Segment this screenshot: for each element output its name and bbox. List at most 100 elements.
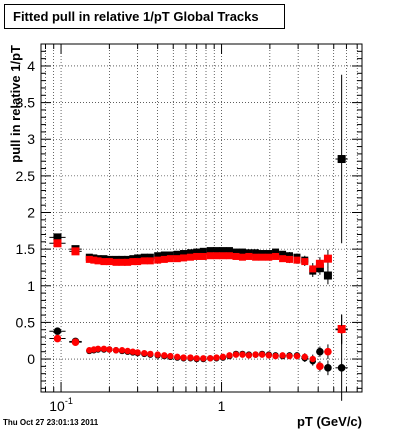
timestamp: Thu Oct 27 23:01:13 2011 [3, 418, 99, 427]
data-point [212, 247, 220, 255]
data-point [245, 249, 253, 257]
data-point [225, 247, 233, 255]
x-tick-label: 1 [218, 398, 226, 414]
data-point [160, 251, 168, 259]
data-point [134, 349, 141, 356]
data-point [112, 347, 120, 354]
grid [41, 44, 362, 392]
data-point [161, 352, 168, 359]
data-point [206, 252, 214, 260]
data-point [180, 354, 187, 361]
data-point [323, 254, 332, 263]
chart-title: Fitted pull in relative 1/pT Global Trac… [4, 4, 285, 29]
data-point [225, 252, 233, 260]
data-point [337, 325, 346, 334]
data-point [53, 239, 62, 248]
data-point [265, 253, 273, 261]
data-point [100, 258, 108, 266]
data-point [186, 249, 194, 257]
data-point [180, 250, 188, 258]
data-point [147, 350, 154, 358]
data-point [129, 348, 137, 355]
data-point [154, 256, 162, 264]
data-point [174, 353, 181, 361]
data-point [200, 355, 207, 362]
data-point [199, 252, 207, 260]
data-point [238, 248, 246, 256]
data-point [140, 257, 148, 265]
data-point [279, 352, 286, 359]
data-point [193, 248, 201, 256]
x-axis-label: pT (GeV/c) [297, 414, 362, 429]
data-point [193, 355, 200, 362]
data-point [219, 353, 227, 361]
data-point [337, 155, 346, 164]
data-point [90, 256, 98, 264]
data-point [316, 347, 324, 356]
y-tick-label: 2 [27, 205, 35, 221]
data-point [324, 347, 332, 356]
data-point [301, 353, 308, 361]
axis-ticks [41, 43, 362, 392]
data-point [166, 251, 174, 259]
data-point [112, 258, 120, 266]
data-point [258, 253, 266, 261]
data-point [187, 354, 194, 361]
data-point [53, 327, 62, 335]
tick-labels: 0 0.5 1 1.5 2 2.5 3 3.5 4 10-1 1 [16, 58, 226, 414]
data-point [124, 347, 131, 355]
data-point [173, 255, 181, 263]
y-tick-label: 0.5 [16, 314, 36, 330]
series-1 [49, 239, 348, 344]
data-point [129, 258, 137, 266]
data-point [252, 253, 260, 261]
data-point [232, 248, 240, 256]
data-point [167, 352, 174, 360]
data-point [94, 257, 102, 265]
data-point [226, 352, 233, 359]
data-point [252, 351, 259, 358]
data-point [106, 346, 113, 353]
data-point [323, 271, 332, 280]
data-point [272, 248, 280, 256]
data-point [285, 255, 293, 263]
data-point [166, 255, 174, 263]
data-point [53, 334, 62, 343]
y-tick-label: 0 [27, 351, 35, 367]
data-point [141, 349, 148, 357]
data-point [173, 250, 181, 258]
data-point [160, 255, 168, 263]
data-point [212, 252, 220, 260]
data-point [265, 352, 273, 359]
data-point [219, 252, 227, 260]
data-point [337, 364, 346, 372]
data-point [118, 347, 126, 354]
data-point [279, 250, 287, 258]
data-point [239, 351, 246, 358]
data-point [213, 354, 220, 361]
y-tick-label: 4 [27, 58, 35, 74]
data-points [49, 74, 348, 401]
data-point [265, 250, 273, 258]
data-point [245, 252, 253, 260]
data-point [286, 352, 293, 360]
y-tick-label: 2.5 [16, 168, 36, 184]
data-point [206, 247, 214, 255]
data-point [252, 249, 260, 257]
y-tick-label: 3.5 [16, 95, 36, 111]
series-3 [49, 315, 348, 372]
data-point [238, 253, 246, 261]
data-point [258, 351, 266, 358]
data-point [309, 265, 317, 273]
data-point [71, 338, 80, 346]
data-point [180, 254, 188, 262]
data-point [140, 253, 148, 261]
data-point [232, 351, 240, 358]
data-point [232, 252, 240, 260]
data-point [245, 352, 253, 359]
data-point [293, 352, 301, 360]
data-point [199, 247, 207, 255]
data-point [146, 253, 154, 261]
series-0 [49, 74, 348, 285]
data-point [272, 252, 280, 260]
